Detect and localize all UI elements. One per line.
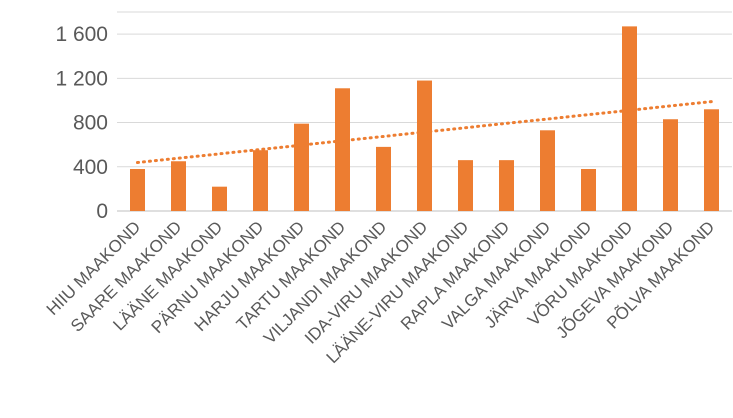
y-tick-label: 1 600 — [55, 23, 108, 46]
bar — [335, 88, 350, 211]
bar — [540, 130, 555, 211]
y-axis: 0 400 800 1 200 1 600 — [55, 23, 108, 223]
bar — [622, 26, 637, 211]
bar — [458, 160, 473, 211]
bar — [417, 81, 432, 211]
bar — [171, 161, 186, 211]
bars — [130, 26, 719, 211]
bar — [663, 119, 678, 211]
bar — [376, 147, 391, 211]
y-tick-label: 0 — [96, 200, 108, 223]
bar — [130, 169, 145, 211]
y-tick-label: 800 — [73, 112, 108, 135]
bar — [499, 160, 514, 211]
bar — [704, 109, 719, 211]
y-tick-label: 400 — [73, 156, 108, 179]
y-tick-label: 1 200 — [55, 67, 108, 90]
bar — [294, 124, 309, 211]
bar — [581, 169, 596, 211]
bar — [253, 150, 268, 211]
bar — [212, 187, 227, 211]
